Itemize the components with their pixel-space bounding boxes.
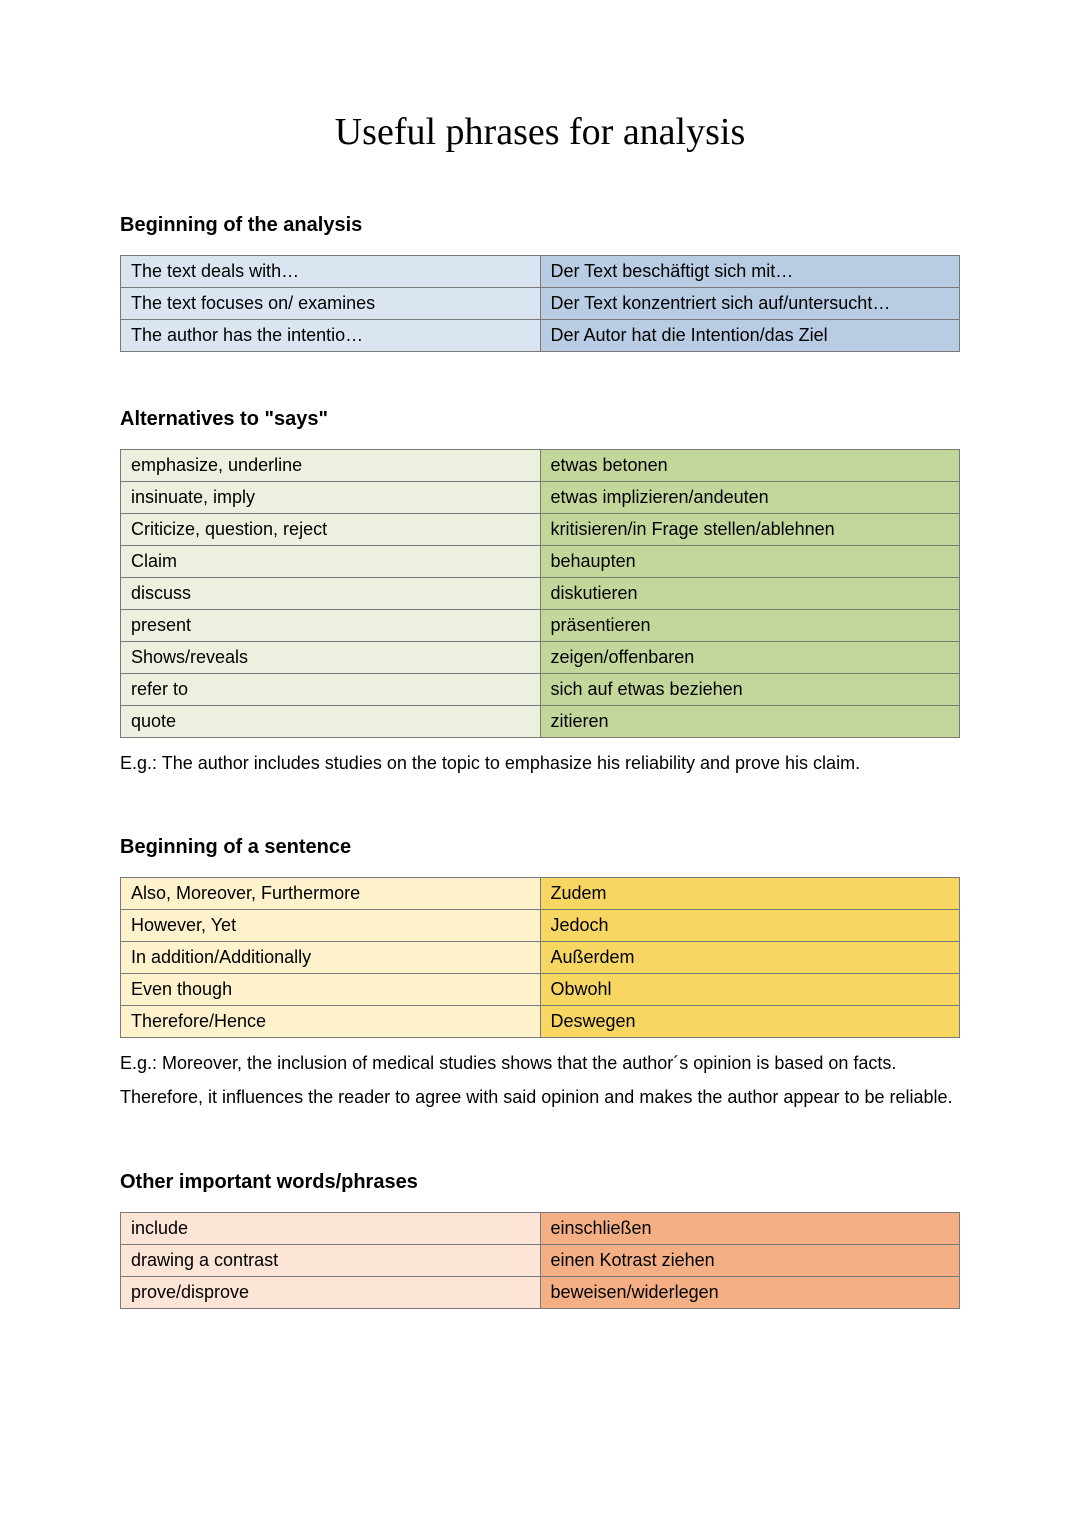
phrase-table: Also, Moreover, FurthermoreZudemHowever,… <box>120 877 960 1038</box>
phrase-cell-en: emphasize, underline <box>121 450 541 482</box>
table-row: In addition/AdditionallyAußerdem <box>121 942 960 974</box>
table-row: The text focuses on/ examinesDer Text ko… <box>121 288 960 320</box>
phrase-cell-en: refer to <box>121 674 541 706</box>
phrase-cell-de: beweisen/widerlegen <box>540 1276 960 1308</box>
phrase-cell-en: discuss <box>121 578 541 610</box>
phrase-cell-en: Criticize, question, reject <box>121 514 541 546</box>
phrase-cell-en: quote <box>121 706 541 738</box>
example-text: E.g.: Moreover, the inclusion of medical… <box>120 1046 960 1114</box>
phrase-cell-de: einschließen <box>540 1212 960 1244</box>
phrase-cell-en: The author has the intentio… <box>121 320 541 352</box>
phrase-cell-en: The text focuses on/ examines <box>121 288 541 320</box>
phrase-cell-de: Der Autor hat die Intention/das Ziel <box>540 320 960 352</box>
table-row: Claimbehaupten <box>121 546 960 578</box>
phrase-cell-de: einen Kotrast ziehen <box>540 1244 960 1276</box>
phrase-cell-en: The text deals with… <box>121 256 541 288</box>
phrase-table: emphasize, underlineetwas betoneninsinua… <box>120 449 960 738</box>
phrase-cell-de: Der Text konzentriert sich auf/untersuch… <box>540 288 960 320</box>
phrase-cell-en: Even though <box>121 974 541 1006</box>
table-row: emphasize, underlineetwas betonen <box>121 450 960 482</box>
phrase-table: The text deals with…Der Text beschäftigt… <box>120 255 960 352</box>
table-row: Even thoughObwohl <box>121 974 960 1006</box>
table-row: insinuate, implyetwas implizieren/andeut… <box>121 482 960 514</box>
section: Alternatives to "says" emphasize, underli… <box>120 408 960 780</box>
table-row: includeeinschließen <box>121 1212 960 1244</box>
phrase-cell-de: kritisieren/in Frage stellen/ablehnen <box>540 514 960 546</box>
phrase-cell-de: behaupten <box>540 546 960 578</box>
phrase-cell-de: zitieren <box>540 706 960 738</box>
page-title: Useful phrases for analysis <box>120 110 960 154</box>
phrase-cell-de: diskutieren <box>540 578 960 610</box>
table-row: Criticize, question, rejectkritisieren/i… <box>121 514 960 546</box>
phrase-cell-en: In addition/Additionally <box>121 942 541 974</box>
phrase-cell-de: Außerdem <box>540 942 960 974</box>
phrase-cell-en: present <box>121 610 541 642</box>
phrase-cell-en: Therefore/Hence <box>121 1006 541 1038</box>
table-row: Therefore/HenceDeswegen <box>121 1006 960 1038</box>
phrase-cell-en: prove/disprove <box>121 1276 541 1308</box>
phrase-cell-en: Claim <box>121 546 541 578</box>
table-row: drawing a contrasteinen Kotrast ziehen <box>121 1244 960 1276</box>
phrase-table: includeeinschließendrawing a contrastein… <box>120 1212 960 1309</box>
section-heading: Other important words/phrases <box>120 1171 960 1194</box>
phrase-cell-en: Also, Moreover, Furthermore <box>121 878 541 910</box>
table-row: Shows/revealszeigen/offenbaren <box>121 642 960 674</box>
table-row: quotezitieren <box>121 706 960 738</box>
phrase-cell-de: zeigen/offenbaren <box>540 642 960 674</box>
phrase-cell-de: etwas betonen <box>540 450 960 482</box>
table-row: The text deals with…Der Text beschäftigt… <box>121 256 960 288</box>
phrase-cell-de: Jedoch <box>540 910 960 942</box>
phrase-cell-en: drawing a contrast <box>121 1244 541 1276</box>
phrase-cell-en: include <box>121 1212 541 1244</box>
section: Beginning of the analysis The text deals … <box>120 214 960 352</box>
sections-container: Beginning of the analysis The text deals … <box>120 214 960 1309</box>
phrase-cell-en: Shows/reveals <box>121 642 541 674</box>
table-row: prove/disprovebeweisen/widerlegen <box>121 1276 960 1308</box>
phrase-cell-de: sich auf etwas beziehen <box>540 674 960 706</box>
phrase-cell-en: insinuate, imply <box>121 482 541 514</box>
table-row: The author has the intentio…Der Autor ha… <box>121 320 960 352</box>
table-row: However, YetJedoch <box>121 910 960 942</box>
example-text: E.g.: The author includes studies on the… <box>120 746 960 780</box>
phrase-cell-en: However, Yet <box>121 910 541 942</box>
phrase-cell-de: Deswegen <box>540 1006 960 1038</box>
phrase-cell-de: Obwohl <box>540 974 960 1006</box>
phrase-cell-de: etwas implizieren/andeuten <box>540 482 960 514</box>
section: Beginning of a sentence Also, Moreover, F… <box>120 836 960 1114</box>
phrase-cell-de: Zudem <box>540 878 960 910</box>
table-row: presentpräsentieren <box>121 610 960 642</box>
document-page: Useful phrases for analysis Beginning of… <box>0 0 1080 1527</box>
table-row: discussdiskutieren <box>121 578 960 610</box>
section-heading: Beginning of the analysis <box>120 214 960 237</box>
phrase-cell-de: präsentieren <box>540 610 960 642</box>
section: Other important words/phrases includeeins… <box>120 1171 960 1309</box>
phrase-cell-de: Der Text beschäftigt sich mit… <box>540 256 960 288</box>
table-row: Also, Moreover, FurthermoreZudem <box>121 878 960 910</box>
section-heading: Beginning of a sentence <box>120 836 960 859</box>
table-row: refer tosich auf etwas beziehen <box>121 674 960 706</box>
section-heading: Alternatives to "says" <box>120 408 960 431</box>
